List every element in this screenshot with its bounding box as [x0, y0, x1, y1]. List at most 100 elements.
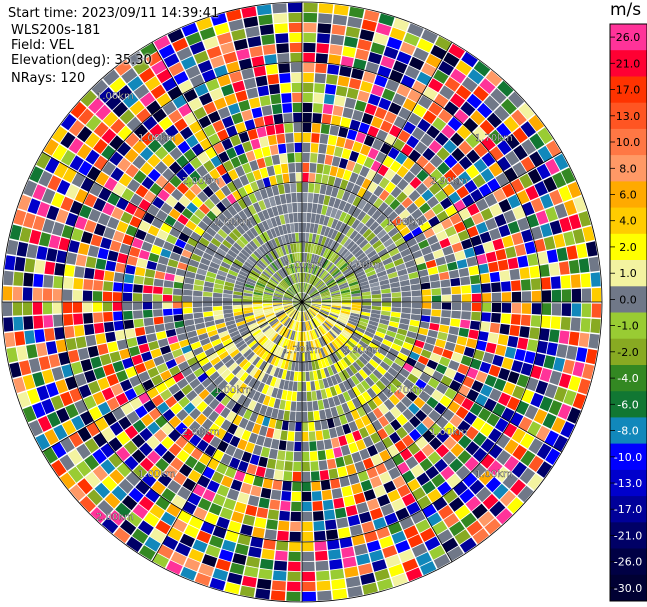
velocity-cell	[125, 264, 136, 275]
velocity-cell	[74, 216, 88, 230]
velocity-cell	[378, 274, 389, 282]
velocity-cell	[451, 302, 462, 311]
velocity-cell	[279, 153, 288, 164]
velocity-cell	[501, 407, 515, 422]
velocity-cell	[390, 406, 402, 418]
velocity-cell	[323, 322, 331, 330]
velocity-cell	[53, 162, 69, 179]
velocity-cell	[478, 331, 489, 342]
velocity-cell	[69, 155, 84, 171]
velocity-cell	[60, 391, 74, 407]
velocity-cell	[290, 243, 295, 253]
velocity-cell	[3, 270, 14, 286]
velocity-cell	[273, 13, 288, 24]
velocity-cell	[512, 385, 525, 400]
velocity-cell	[206, 46, 222, 59]
velocity-cell	[346, 464, 357, 476]
velocity-cell	[466, 93, 483, 109]
velocity-cell	[189, 214, 201, 225]
velocity-cell	[413, 450, 427, 464]
velocity-cell	[331, 269, 341, 277]
velocity-cell	[45, 157, 60, 174]
velocity-cell	[203, 101, 217, 115]
velocity-cell	[433, 249, 444, 259]
velocity-cell	[343, 495, 356, 507]
velocity-cell	[125, 366, 138, 378]
velocity-cell	[220, 395, 231, 407]
velocity-cell	[205, 247, 216, 257]
velocity-cell	[304, 273, 307, 283]
velocity-cell	[235, 280, 245, 287]
velocity-cell	[23, 212, 36, 229]
velocity-cell	[220, 407, 231, 419]
velocity-cell	[233, 337, 244, 345]
velocity-cell	[296, 283, 300, 293]
velocity-cell	[347, 320, 358, 327]
velocity-cell	[256, 179, 265, 190]
velocity-cell	[442, 537, 459, 553]
velocity-cell	[153, 316, 164, 325]
velocity-cell	[250, 269, 261, 277]
velocity-cell	[367, 399, 378, 411]
velocity-cell	[286, 591, 301, 602]
velocity-cell	[312, 400, 319, 411]
velocity-cell	[299, 302, 302, 311]
velocity-cell	[60, 113, 77, 131]
velocity-cell	[138, 220, 151, 232]
velocity-cell	[443, 513, 460, 528]
velocity-cell	[101, 128, 117, 144]
velocity-cell	[341, 148, 352, 160]
velocity-cell	[308, 341, 312, 351]
velocity-cell	[310, 213, 316, 223]
velocity-cell	[450, 277, 461, 287]
velocity-cell	[222, 293, 233, 298]
colorbar-swatch	[610, 574, 647, 602]
velocity-cell	[352, 361, 362, 372]
velocity-cell	[245, 504, 258, 517]
velocity-cell	[304, 311, 308, 321]
velocity-cell	[272, 303, 283, 305]
velocity-cell	[302, 531, 314, 542]
velocity-cell	[319, 184, 327, 195]
velocity-cell	[113, 311, 123, 321]
velocity-cell	[172, 295, 183, 302]
velocity-cell	[246, 319, 257, 326]
velocity-cell	[380, 218, 391, 229]
velocity-cell	[205, 320, 215, 328]
velocity-cell	[317, 283, 326, 291]
velocity-cell	[330, 34, 345, 46]
velocity-cell	[387, 489, 401, 503]
velocity-cell	[354, 329, 364, 337]
velocity-cell	[212, 493, 226, 507]
velocity-cell	[526, 213, 539, 228]
velocity-cell	[297, 381, 302, 392]
velocity-cell	[348, 421, 358, 432]
velocity-cell	[258, 246, 267, 256]
velocity-cell	[310, 293, 320, 298]
velocity-cell	[497, 139, 512, 156]
velocity-cell	[336, 404, 345, 416]
velocity-cell	[360, 144, 371, 156]
velocity-cell	[143, 309, 153, 318]
velocity-cell	[302, 301, 312, 302]
velocity-cell	[362, 334, 373, 342]
velocity-cell	[206, 325, 217, 333]
velocity-cell	[32, 402, 46, 419]
velocity-cell	[330, 288, 340, 293]
velocity-cell	[304, 351, 308, 362]
velocity-cell	[189, 378, 201, 389]
velocity-cell	[371, 559, 387, 572]
velocity-cell	[304, 283, 307, 293]
velocity-cell	[238, 153, 249, 165]
velocity-cell	[68, 349, 80, 363]
velocity-cell	[392, 60, 408, 74]
velocity-cell	[193, 247, 204, 257]
velocity-cell	[245, 364, 255, 374]
velocity-cell	[252, 379, 261, 391]
velocity-cell	[95, 333, 107, 345]
velocity-cell	[389, 276, 399, 284]
velocity-cell	[504, 346, 517, 359]
velocity-cell	[209, 222, 221, 233]
velocity-cell	[214, 176, 226, 189]
